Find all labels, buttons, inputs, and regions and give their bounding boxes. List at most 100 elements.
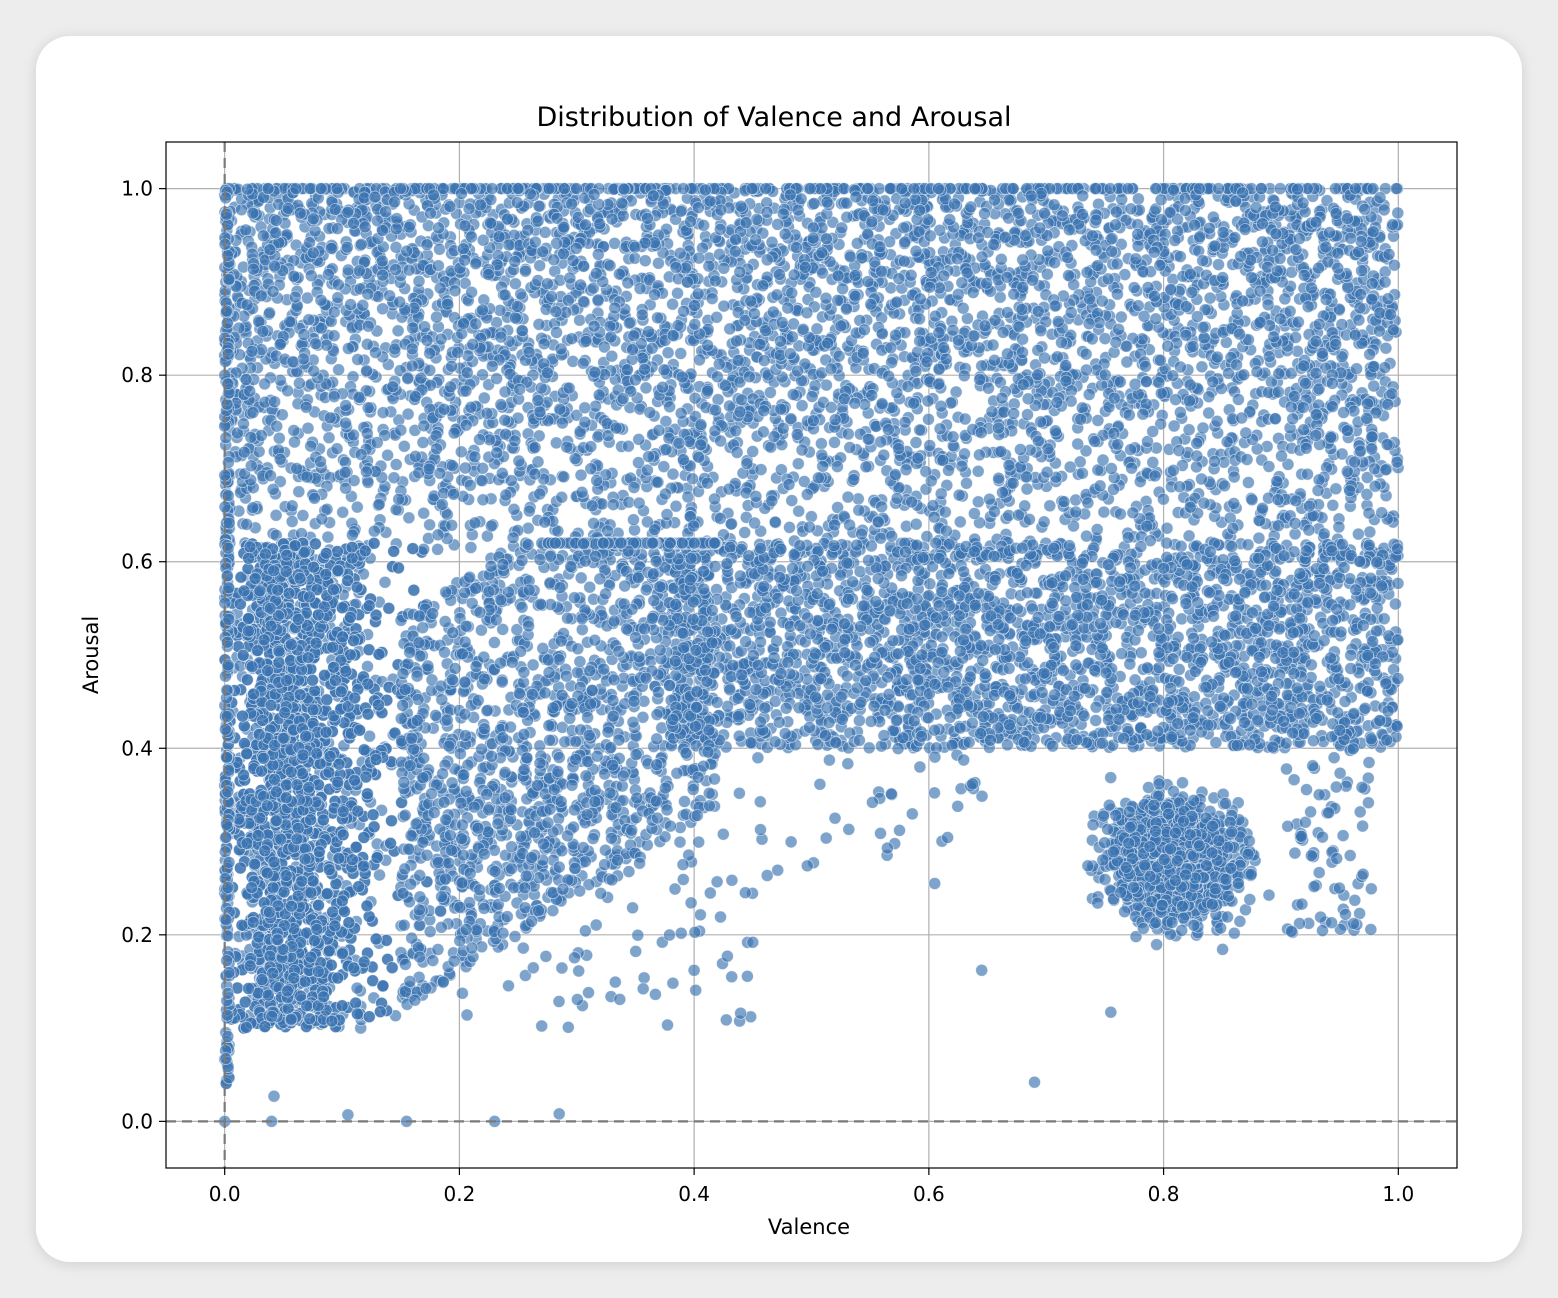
data-point	[1380, 438, 1394, 451]
data-point	[287, 424, 301, 437]
data-point	[1110, 205, 1123, 219]
data-point	[447, 487, 461, 501]
data-point	[484, 519, 498, 533]
data-point	[909, 244, 923, 258]
data-point	[1121, 530, 1135, 544]
data-point	[714, 434, 727, 448]
data-point	[1363, 525, 1377, 539]
data-point	[1115, 192, 1129, 206]
data-point	[642, 450, 655, 464]
data-point	[909, 364, 923, 378]
data-point	[1368, 462, 1381, 476]
data-point	[942, 463, 955, 477]
data-point	[872, 515, 885, 529]
data-point	[746, 445, 760, 458]
data-point	[934, 399, 948, 413]
data-point	[498, 413, 512, 427]
data-point	[589, 399, 602, 413]
data-point	[1160, 521, 1174, 535]
data-point	[828, 435, 841, 449]
data-point	[1348, 328, 1362, 342]
data-point	[423, 346, 437, 360]
data-point	[361, 287, 375, 301]
data-point	[549, 305, 563, 319]
data-point	[1235, 411, 1249, 425]
data-point	[1131, 239, 1145, 253]
data-point	[1283, 304, 1297, 318]
data-point	[1081, 496, 1095, 510]
data-point	[603, 319, 617, 333]
data-point	[659, 443, 673, 456]
data-point	[283, 315, 297, 329]
data-point	[1107, 482, 1120, 496]
data-point	[275, 408, 289, 422]
data-point	[394, 423, 408, 437]
data-point	[565, 332, 579, 346]
data-point	[820, 232, 833, 246]
data-point	[1311, 484, 1325, 497]
data-point	[1109, 335, 1123, 349]
data-point	[330, 182, 344, 196]
data-point	[468, 450, 482, 464]
data-point	[781, 301, 795, 315]
data-point	[328, 203, 342, 216]
data-point	[287, 269, 301, 283]
data-point	[920, 355, 934, 369]
data-point	[515, 324, 529, 338]
data-point	[617, 182, 631, 196]
data-point	[1331, 246, 1345, 260]
data-point	[791, 203, 805, 217]
data-point	[1208, 454, 1221, 468]
data-point	[476, 303, 489, 317]
data-point	[574, 468, 588, 482]
data-point	[1188, 218, 1201, 232]
data-point	[616, 392, 630, 406]
data-point	[1312, 317, 1326, 331]
data-point	[1098, 368, 1112, 382]
data-point	[458, 253, 472, 267]
data-point	[757, 354, 771, 368]
data-point	[405, 342, 419, 356]
data-point	[1289, 243, 1303, 257]
data-point	[1237, 368, 1251, 382]
data-point	[1089, 213, 1103, 227]
data-point	[686, 472, 699, 486]
data-point	[1239, 426, 1253, 440]
data-point	[743, 370, 756, 384]
data-point	[729, 424, 743, 438]
data-point	[753, 337, 767, 351]
data-point	[615, 196, 629, 210]
data-point	[1149, 182, 1163, 196]
data-point	[855, 527, 868, 541]
data-point	[1309, 408, 1323, 421]
data-point	[1206, 375, 1220, 389]
data-point	[738, 526, 752, 539]
data-point	[1191, 310, 1204, 324]
data-point	[422, 462, 436, 476]
data-point	[996, 486, 1009, 499]
data-point	[1262, 350, 1276, 364]
data-point	[921, 394, 935, 408]
data-point	[376, 406, 390, 420]
data-point	[884, 341, 898, 355]
data-point	[731, 353, 745, 367]
data-point	[1288, 389, 1301, 403]
data-point	[892, 442, 905, 456]
data-point	[1312, 261, 1325, 275]
data-point	[702, 259, 716, 273]
data-point	[510, 300, 524, 313]
data-point	[1253, 315, 1267, 329]
data-point	[1107, 426, 1121, 440]
data-point	[728, 244, 742, 258]
data-point	[532, 317, 546, 331]
data-point	[1272, 367, 1286, 381]
data-point	[1001, 306, 1014, 320]
data-point	[876, 203, 890, 217]
data-point	[840, 210, 854, 224]
data-point	[360, 426, 374, 440]
data-point	[286, 355, 300, 369]
data-point	[1048, 299, 1062, 313]
data-point	[1278, 292, 1292, 306]
data-point	[623, 316, 636, 330]
data-point	[882, 369, 896, 383]
